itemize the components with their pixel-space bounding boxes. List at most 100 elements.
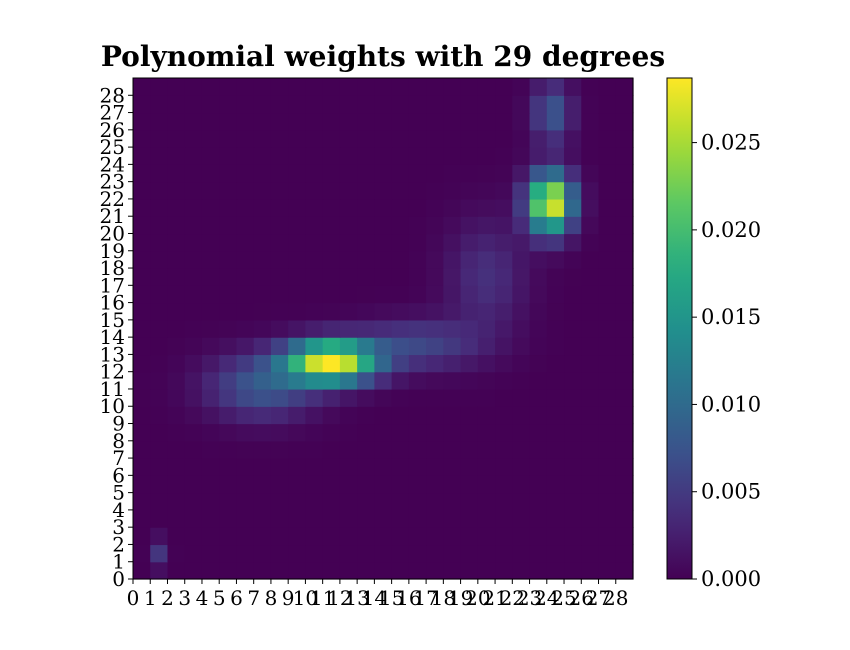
heatmap-cell xyxy=(167,319,186,338)
colorbar-tick-label: 0.020 xyxy=(701,218,761,242)
heatmap-cell xyxy=(581,492,600,511)
heatmap-cell xyxy=(219,406,238,425)
heatmap-cell xyxy=(236,250,255,269)
heatmap-cell xyxy=(615,561,634,580)
heatmap-cell xyxy=(184,544,203,563)
heatmap-cell xyxy=(546,406,565,425)
heatmap-cell xyxy=(477,198,496,217)
heatmap-cell xyxy=(512,406,531,425)
heatmap-cell xyxy=(357,509,375,528)
heatmap-cell xyxy=(270,371,289,390)
heatmap-cell xyxy=(443,561,462,580)
heatmap-cell xyxy=(426,440,444,459)
heatmap-cell xyxy=(460,129,479,148)
heatmap-cell xyxy=(357,406,375,425)
heatmap-cell xyxy=(270,216,289,235)
heatmap-cell xyxy=(615,406,634,425)
heatmap-cell xyxy=(357,233,375,252)
heatmap-cell xyxy=(443,198,462,217)
heatmap-cell xyxy=(133,302,151,321)
heatmap-cell xyxy=(564,302,582,321)
heatmap-cell xyxy=(219,561,238,580)
heatmap-cell xyxy=(357,371,375,390)
heatmap-cell xyxy=(288,475,307,494)
heatmap-cell xyxy=(322,268,341,286)
heatmap-cell xyxy=(357,423,375,442)
heatmap-cell xyxy=(581,250,600,269)
heatmap-cell xyxy=(236,147,255,165)
y-tick-label: 25 xyxy=(100,135,125,159)
heatmap-cell xyxy=(546,129,565,148)
heatmap-cell xyxy=(408,509,427,528)
heatmap-cell xyxy=(495,388,513,407)
heatmap-cell xyxy=(443,285,462,304)
heatmap-cell xyxy=(201,112,220,131)
heatmap-cell xyxy=(219,458,238,476)
heatmap-cell xyxy=(495,233,513,252)
heatmap-cell xyxy=(253,509,272,528)
heatmap-cell xyxy=(357,268,375,286)
heatmap-cell xyxy=(408,423,427,442)
heatmap-cell xyxy=(253,285,272,304)
y-tick-label: 11 xyxy=(100,377,125,401)
heatmap-cell xyxy=(529,95,548,114)
heatmap-cell xyxy=(167,147,186,165)
heatmap-cell xyxy=(512,319,531,338)
heatmap-cell xyxy=(598,250,617,269)
heatmap-cell xyxy=(598,112,617,131)
x-tick-label: 14 xyxy=(362,586,387,610)
heatmap-cell xyxy=(133,233,151,252)
heatmap-cell xyxy=(391,250,410,269)
heatmap-cell xyxy=(598,509,617,528)
heatmap-cell xyxy=(495,285,513,304)
heatmap-cell xyxy=(460,216,479,235)
heatmap-cell xyxy=(322,181,341,200)
heatmap-cell xyxy=(391,181,410,200)
heatmap-cell xyxy=(357,544,375,563)
heatmap-cell xyxy=(512,302,531,321)
heatmap-cell xyxy=(133,492,151,511)
heatmap-cell xyxy=(322,112,341,131)
heatmap-cell xyxy=(529,112,548,131)
heatmap-cell xyxy=(443,164,462,183)
heatmap-cell xyxy=(184,95,203,114)
heatmap-cell xyxy=(339,561,358,580)
heatmap-cell xyxy=(201,95,220,114)
heatmap-cell xyxy=(357,492,375,511)
heatmap-cell xyxy=(391,337,410,356)
heatmap-cell xyxy=(460,475,479,494)
heatmap-cell xyxy=(546,475,565,494)
heatmap-cell xyxy=(495,440,513,459)
heatmap-cell xyxy=(305,561,324,580)
heatmap-cell xyxy=(581,95,600,114)
heatmap-cell xyxy=(426,233,444,252)
heatmap-cell xyxy=(546,561,565,580)
heatmap-cell xyxy=(477,181,496,200)
heatmap-cell xyxy=(270,337,289,356)
heatmap-cell xyxy=(219,544,238,563)
heatmap-cell xyxy=(477,458,496,476)
heatmap-cell xyxy=(546,78,565,96)
heatmap-cell xyxy=(219,181,238,200)
heatmap-cell xyxy=(615,147,634,165)
heatmap-cell xyxy=(374,302,393,321)
heatmap-cell xyxy=(408,250,427,269)
y-tick-label: 23 xyxy=(100,170,125,194)
heatmap-cell xyxy=(546,250,565,269)
heatmap-cell xyxy=(167,268,186,286)
heatmap-cell xyxy=(546,95,565,114)
heatmap-cell xyxy=(408,440,427,459)
chart-title: Polynomial weights with 29 degrees xyxy=(101,40,665,73)
heatmap-cell xyxy=(253,388,272,407)
heatmap-cell xyxy=(270,509,289,528)
heatmap-cell xyxy=(512,388,531,407)
heatmap-cell xyxy=(357,78,375,96)
heatmap-cell xyxy=(495,78,513,96)
heatmap-cell xyxy=(322,406,341,425)
colorbar xyxy=(666,77,693,580)
heatmap-cell xyxy=(546,112,565,131)
heatmap-cell xyxy=(184,423,203,442)
heatmap-cell xyxy=(477,371,496,390)
heatmap-cell xyxy=(546,147,565,165)
heatmap-cell xyxy=(253,129,272,148)
